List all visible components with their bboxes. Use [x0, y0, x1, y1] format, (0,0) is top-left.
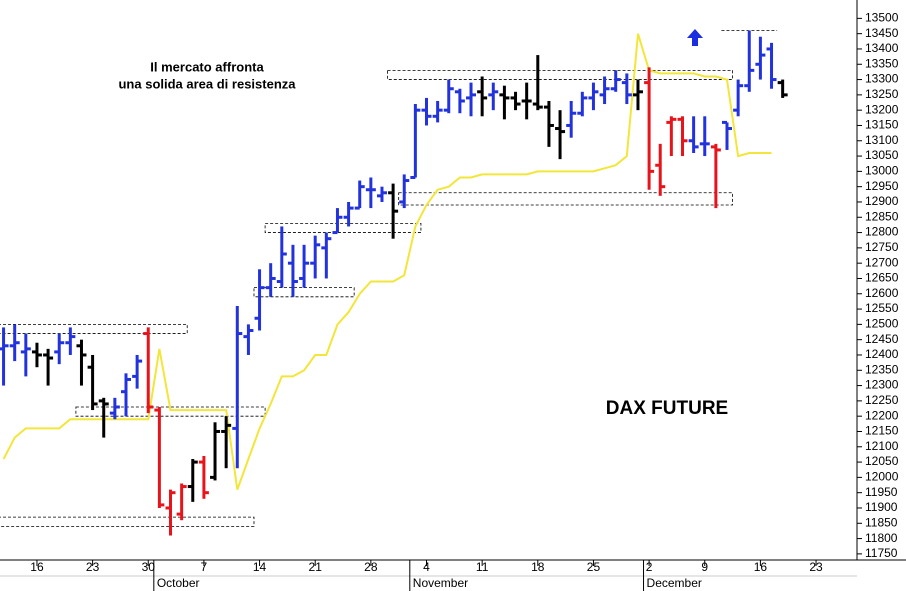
- arrow: [687, 29, 703, 46]
- month-label: November: [413, 576, 468, 590]
- y-tick-label: 12150: [865, 424, 899, 438]
- y-tick-label: 12800: [865, 225, 899, 239]
- y-tick-label: 12850: [865, 209, 899, 223]
- x-tick-label: 16: [30, 560, 44, 574]
- y-tick-label: 12900: [865, 194, 899, 208]
- y-tick-label: 12700: [865, 255, 899, 269]
- y-tick-label: 13100: [865, 133, 899, 147]
- x-tick-label: 7: [201, 560, 208, 574]
- x-tick-label: 9: [701, 560, 708, 574]
- x-tick-label: 21: [309, 560, 323, 574]
- y-tick-label: 12950: [865, 179, 899, 193]
- y-tick-label: 12250: [865, 393, 899, 407]
- arrow-head: [687, 29, 703, 38]
- y-tick-label: 12400: [865, 347, 899, 361]
- x-tick-label: 30: [142, 560, 156, 574]
- price-zone: [264, 222, 422, 233]
- y-tick-label: 12500: [865, 317, 899, 331]
- arrow-shaft: [692, 37, 698, 46]
- x-tick-label: 28: [364, 560, 378, 574]
- y-tick-label: 13400: [865, 41, 899, 55]
- y-tick-label: 12000: [865, 470, 899, 484]
- y-tick-label: 12600: [865, 286, 899, 300]
- y-tick-label: 13000: [865, 164, 899, 178]
- x-tick-label: 2: [646, 560, 653, 574]
- y-tick-label: 12200: [865, 408, 899, 422]
- y-tick-label: 13050: [865, 148, 899, 162]
- chart-title: DAX FUTURE: [606, 398, 728, 419]
- y-tick-label: 12300: [865, 378, 899, 392]
- price-zone: [398, 192, 733, 206]
- price-zone: [75, 406, 266, 417]
- y-tick-label: 13500: [865, 11, 899, 25]
- y-tick-label: 11900: [865, 500, 898, 514]
- y-tick-label: 13450: [865, 26, 899, 40]
- month-label: December: [647, 576, 702, 590]
- note-line: Il mercato affronta: [150, 59, 264, 74]
- y-tick-label: 11950: [865, 485, 898, 499]
- y-tick-label: 12650: [865, 271, 899, 285]
- stop-line: [2, 33, 772, 490]
- y-tick-label: 12050: [865, 454, 899, 468]
- x-tick-label: 25: [587, 560, 601, 574]
- y-tick-label: 13350: [865, 56, 899, 70]
- x-tick-label: 11: [476, 560, 489, 574]
- y-tick-label: 13300: [865, 72, 899, 86]
- y-tick-label: 13250: [865, 87, 899, 101]
- y-tick-label: 13150: [865, 118, 899, 132]
- x-tick-label: 16: [754, 560, 768, 574]
- y-tick-label: 12450: [865, 332, 899, 346]
- x-tick-label: 23: [809, 560, 823, 574]
- y-tick-label: 12750: [865, 240, 899, 254]
- x-tick-label: 18: [531, 560, 545, 574]
- y-tick-label: 11750: [865, 546, 898, 560]
- y-tick-label: 13200: [865, 102, 899, 116]
- month-label: October: [157, 576, 200, 590]
- price-zone: [0, 516, 255, 527]
- y-tick-label: 12350: [865, 362, 899, 376]
- price-zone: [0, 323, 188, 334]
- y-tick-label: 12100: [865, 439, 899, 453]
- x-tick-label: 4: [423, 560, 430, 574]
- price-zone: [387, 69, 733, 80]
- y-tick-label: 11800: [865, 531, 898, 545]
- y-tick-label: 11850: [865, 515, 898, 529]
- x-tick-label: 23: [86, 560, 100, 574]
- y-tick-label: 12550: [865, 301, 899, 315]
- note-line: una solida area di resistenza: [118, 76, 296, 91]
- x-tick-label: 14: [253, 560, 267, 574]
